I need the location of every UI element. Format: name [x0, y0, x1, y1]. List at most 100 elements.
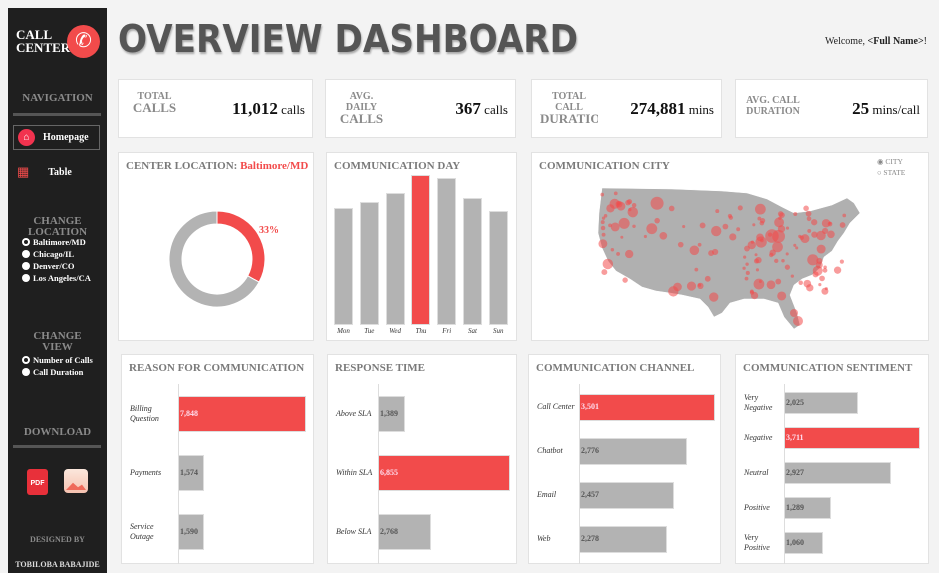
city-marker[interactable]: [618, 217, 630, 229]
city-marker[interactable]: [822, 227, 829, 235]
city-marker[interactable]: [755, 256, 762, 264]
city-marker[interactable]: [743, 255, 747, 259]
city-marker[interactable]: [650, 196, 664, 210]
city-marker[interactable]: [616, 201, 626, 211]
day-bar[interactable]: [411, 175, 431, 325]
nav-homepage[interactable]: ⌂ Homepage: [13, 125, 100, 150]
city-marker[interactable]: [754, 203, 766, 215]
donut-slice[interactable]: [216, 210, 266, 283]
city-marker[interactable]: [842, 213, 847, 218]
nav-table[interactable]: ▦ Table: [17, 164, 72, 180]
city-marker[interactable]: [598, 239, 608, 249]
city-marker[interactable]: [769, 249, 776, 256]
city-marker[interactable]: [772, 229, 785, 243]
image-download-icon[interactable]: [64, 469, 88, 493]
city-marker[interactable]: [785, 252, 789, 256]
city-marker[interactable]: [601, 216, 606, 220]
city-marker[interactable]: [793, 316, 803, 326]
city-marker[interactable]: [686, 281, 697, 291]
city-marker[interactable]: [745, 270, 750, 276]
city-marker[interactable]: [819, 275, 825, 282]
radio-option[interactable]: Baltimore/MD: [22, 237, 86, 247]
city-marker[interactable]: [682, 224, 686, 229]
city-marker[interactable]: [628, 208, 632, 212]
city-marker[interactable]: [610, 222, 620, 232]
city-marker[interactable]: [736, 227, 741, 232]
city-marker[interactable]: [631, 202, 637, 208]
city-marker[interactable]: [737, 205, 743, 211]
city-marker[interactable]: [821, 287, 829, 295]
city-marker[interactable]: [823, 265, 827, 269]
bar[interactable]: [784, 497, 832, 520]
city-marker[interactable]: [805, 210, 812, 217]
city-marker[interactable]: [754, 253, 758, 257]
city-marker[interactable]: [697, 283, 702, 287]
city-marker[interactable]: [760, 238, 764, 243]
city-marker[interactable]: [755, 268, 760, 272]
city-marker[interactable]: [749, 289, 754, 294]
day-bar[interactable]: [359, 202, 379, 325]
bar[interactable]: [579, 437, 687, 465]
city-marker[interactable]: [795, 246, 799, 250]
city-marker[interactable]: [659, 231, 668, 240]
city-marker[interactable]: [775, 278, 782, 285]
city-marker[interactable]: [752, 223, 756, 227]
bar[interactable]: [178, 513, 204, 550]
city-marker[interactable]: [774, 217, 785, 228]
city-marker[interactable]: [807, 228, 812, 233]
pdf-download-icon[interactable]: PDF: [27, 469, 48, 495]
city-marker[interactable]: [715, 209, 720, 214]
radio-city[interactable]: ◉ CITY: [877, 157, 903, 166]
city-marker[interactable]: [818, 283, 822, 287]
city-marker[interactable]: [803, 205, 809, 212]
radio-option[interactable]: Chicago/IL: [22, 249, 74, 259]
city-marker[interactable]: [620, 235, 624, 239]
city-marker[interactable]: [722, 223, 729, 230]
city-marker[interactable]: [712, 248, 719, 256]
city-marker[interactable]: [610, 247, 615, 252]
city-marker[interactable]: [793, 243, 797, 247]
city-marker[interactable]: [745, 262, 749, 266]
city-marker[interactable]: [798, 280, 803, 286]
city-marker[interactable]: [772, 241, 783, 253]
city-marker[interactable]: [600, 192, 605, 197]
city-marker[interactable]: [777, 291, 787, 301]
city-marker[interactable]: [793, 212, 798, 216]
city-marker[interactable]: [711, 225, 722, 237]
city-marker[interactable]: [774, 258, 779, 264]
city-marker[interactable]: [821, 219, 831, 228]
bar[interactable]: [579, 481, 675, 509]
city-marker[interactable]: [807, 254, 819, 266]
city-marker[interactable]: [811, 219, 818, 226]
city-marker[interactable]: [806, 216, 812, 222]
bar[interactable]: [784, 462, 892, 484]
city-marker[interactable]: [603, 214, 608, 218]
city-marker[interactable]: [747, 240, 756, 250]
city-marker[interactable]: [784, 264, 791, 270]
city-marker[interactable]: [677, 241, 684, 248]
city-marker[interactable]: [627, 199, 633, 205]
city-marker[interactable]: [839, 222, 846, 228]
city-marker[interactable]: [699, 222, 706, 229]
city-marker[interactable]: [744, 245, 750, 252]
city-marker[interactable]: [728, 215, 734, 220]
city-marker[interactable]: [646, 223, 658, 235]
city-marker[interactable]: [790, 274, 795, 278]
city-marker[interactable]: [742, 266, 746, 270]
city-marker[interactable]: [816, 244, 826, 254]
city-marker[interactable]: [602, 258, 614, 270]
city-marker[interactable]: [759, 217, 766, 224]
city-marker[interactable]: [753, 278, 765, 290]
bar[interactable]: [579, 393, 715, 421]
city-marker[interactable]: [616, 251, 620, 256]
radio-option[interactable]: Call Duration: [22, 367, 83, 377]
city-marker[interactable]: [729, 233, 737, 241]
city-marker[interactable]: [704, 275, 711, 282]
bar[interactable]: [784, 426, 920, 449]
city-marker[interactable]: [815, 261, 823, 269]
city-marker[interactable]: [800, 234, 810, 244]
radio-option[interactable]: Number of Calls: [22, 355, 93, 365]
day-bar[interactable]: [334, 208, 353, 325]
city-marker[interactable]: [803, 279, 812, 288]
city-marker[interactable]: [811, 231, 818, 238]
